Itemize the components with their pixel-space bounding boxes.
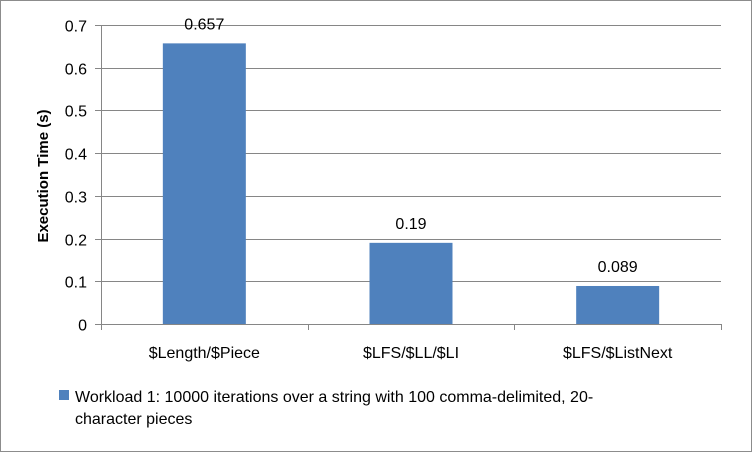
- legend-label-line-2: character pieces: [75, 411, 192, 428]
- data-label: 0.657: [184, 16, 224, 33]
- y-axis-title: Execution Time (s): [35, 109, 52, 242]
- data-label: 0.19: [395, 216, 426, 233]
- bar: [576, 285, 660, 324]
- y-axis-tick-labels: 0 0.1 0.2 0.3 0.4 0.5 0.6 0.7: [65, 19, 101, 335]
- svg-text:Workload 1: 10000 iterations o: Workload 1: 10000 iterations over a stri…: [75, 389, 598, 428]
- y-tick-label: 0.1: [65, 275, 87, 292]
- data-labels: 0.657 0.19 0.089: [184, 16, 637, 276]
- x-tick-label: $LFS/$ListNext: [563, 345, 673, 362]
- y-tick-label: 0.6: [65, 62, 87, 79]
- bar: [369, 242, 453, 324]
- legend-label-line-1: Workload 1: 10000 iterations over a stri…: [75, 389, 593, 406]
- y-tick-label: 0.7: [65, 19, 87, 36]
- bar: [162, 43, 246, 325]
- x-tick-label: $Length/$Piece: [149, 345, 260, 362]
- y-tick-label: 0: [78, 318, 87, 335]
- legend: Workload 1: 10000 iterations over a stri…: [59, 389, 598, 428]
- x-tick-label: $LFS/$LL/$LI: [363, 345, 459, 362]
- x-axis-tick-labels: $Length/$Piece $LFS/$LL/$LI $LFS/$ListNext: [149, 345, 673, 362]
- legend-swatch: [59, 390, 69, 400]
- x-axis: [101, 25, 722, 330]
- data-label: 0.089: [598, 259, 638, 276]
- y-tick-label: 0.2: [65, 233, 87, 250]
- y-tick-label: 0.5: [65, 104, 87, 121]
- y-tick-label: 0.4: [65, 147, 87, 164]
- y-tick-label: 0.3: [65, 190, 87, 207]
- bars: [162, 43, 660, 325]
